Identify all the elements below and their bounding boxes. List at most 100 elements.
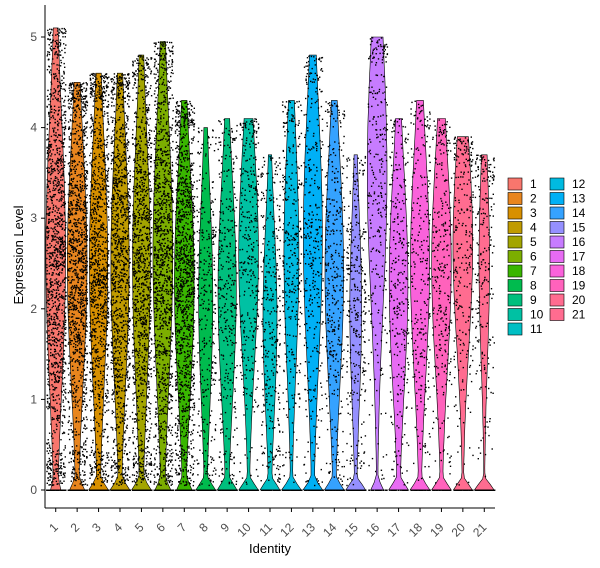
point-3: [105, 286, 107, 289]
point-2: [85, 333, 87, 336]
point-2: [78, 335, 81, 337]
point-3: [103, 228, 105, 230]
point-2: [85, 269, 88, 271]
point-1: [64, 319, 67, 321]
point-4: [121, 172, 123, 174]
point-2: [80, 297, 82, 299]
point-2: [75, 238, 77, 240]
point-4: [113, 440, 115, 442]
point-1: [52, 195, 54, 198]
point-1: [61, 179, 64, 181]
point-2: [73, 313, 75, 316]
point-1: [58, 41, 61, 44]
point-2: [76, 241, 78, 243]
point-2: [72, 452, 74, 454]
point-3: [92, 159, 95, 161]
point-3: [103, 143, 105, 146]
point-4: [115, 266, 117, 268]
point-1: [49, 211, 51, 214]
point-2: [67, 310, 70, 312]
point-2: [69, 301, 72, 304]
point-1: [58, 238, 60, 241]
point-4: [128, 308, 131, 310]
point-4: [117, 287, 119, 289]
point-2: [83, 234, 86, 236]
point-4: [111, 326, 113, 328]
point-1: [57, 376, 60, 378]
point-3: [107, 176, 109, 179]
point-4: [116, 397, 119, 399]
point-1: [62, 243, 64, 246]
point-1: [64, 323, 66, 326]
point-3: [97, 317, 99, 320]
point-2: [85, 204, 87, 207]
point-1: [50, 162, 52, 165]
point-2: [77, 104, 79, 106]
point-2: [83, 379, 85, 381]
point-3: [99, 89, 101, 91]
point-3: [102, 409, 104, 411]
point-1: [51, 272, 54, 274]
point-4: [128, 188, 130, 190]
point-3: [91, 305, 93, 308]
point-1: [48, 146, 50, 148]
point-2: [81, 489, 83, 491]
point-1: [65, 306, 67, 308]
point-2: [78, 433, 80, 436]
point-3: [91, 374, 94, 376]
point-2: [72, 301, 74, 303]
point-2: [84, 206, 87, 208]
point-1: [60, 62, 63, 64]
point-4: [128, 328, 131, 331]
point-3: [92, 302, 94, 304]
point-2: [75, 290, 77, 292]
point-3: [99, 280, 102, 282]
point-1: [54, 305, 57, 307]
point-3: [94, 183, 97, 185]
point-3: [95, 74, 97, 76]
point-2: [75, 389, 77, 392]
point-1: [55, 267, 57, 269]
point-2: [82, 132, 85, 134]
point-3: [100, 467, 102, 470]
point-1: [61, 341, 63, 344]
point-3: [90, 88, 92, 90]
point-2: [84, 460, 86, 462]
point-1: [59, 480, 62, 482]
point-1: [61, 49, 63, 52]
point-2: [71, 98, 73, 101]
point-4: [119, 128, 121, 130]
point-4: [110, 274, 112, 277]
point-2: [70, 192, 72, 194]
point-3: [92, 368, 94, 370]
point-1: [49, 476, 51, 478]
point-2: [79, 84, 81, 86]
point-3: [90, 117, 92, 120]
point-3: [106, 154, 108, 156]
point-2: [69, 214, 72, 216]
point-3: [93, 188, 95, 190]
point-1: [63, 88, 66, 90]
point-3: [92, 166, 94, 168]
point-2: [78, 292, 80, 294]
point-1: [56, 152, 59, 154]
point-1: [58, 64, 60, 66]
point-2: [73, 478, 75, 481]
point-1: [57, 178, 59, 181]
point-1: [56, 371, 58, 373]
point-4: [124, 97, 126, 99]
point-3: [95, 84, 97, 87]
point-1: [57, 113, 59, 115]
point-2: [73, 96, 76, 99]
point-4: [123, 403, 125, 405]
point-1: [60, 367, 62, 370]
point-4: [129, 221, 131, 224]
point-3: [98, 248, 100, 250]
point-3: [91, 430, 93, 432]
point-3: [101, 167, 103, 170]
point-1: [52, 284, 54, 286]
point-3: [106, 306, 109, 309]
point-4: [120, 343, 122, 345]
point-2: [70, 195, 73, 197]
point-4: [126, 427, 128, 429]
